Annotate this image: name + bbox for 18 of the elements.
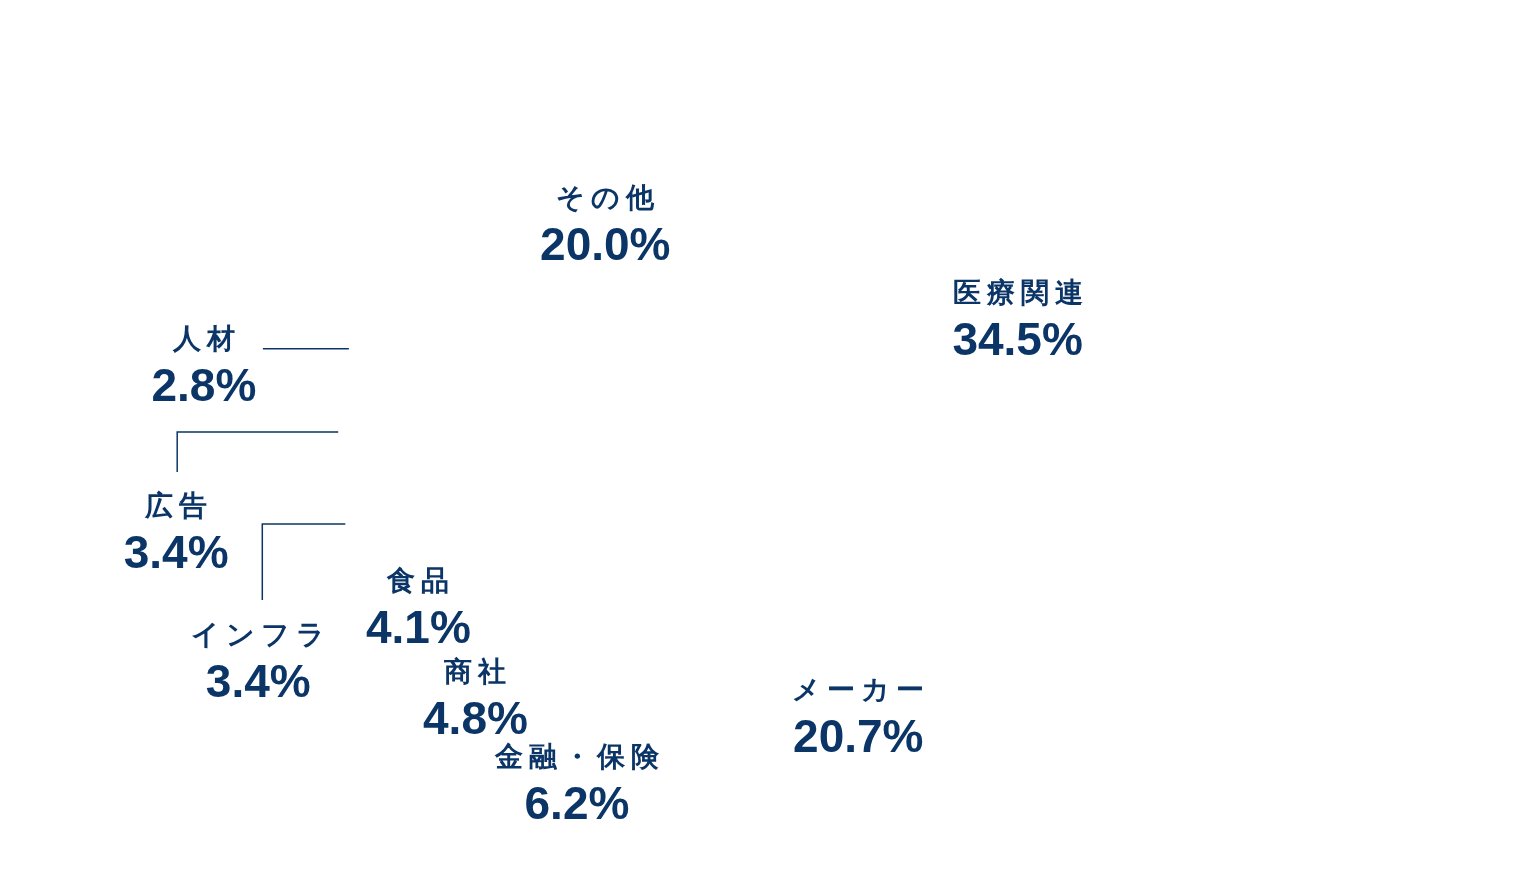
category-label: 広告 [144,490,214,522]
data-label: 34.5% [952,313,1083,366]
data-label: 4.1% [366,600,471,653]
data-label: 4.8% [423,691,528,744]
data-label: 20.0% [540,217,671,270]
data-label: 3.4% [123,526,229,579]
data-label: 20.7% [793,709,924,762]
category-label: インフラ [191,619,332,651]
category-label: 金融・保険 [493,741,665,773]
category-label: 医療関連 [952,277,1089,309]
category-label: メーカー [792,673,931,705]
data-label: 3.4% [205,655,311,708]
data-label: 6.2% [524,777,630,830]
category-label: 人材 [171,322,241,354]
category-label: 商社 [443,655,513,687]
data-label: 2.8% [151,358,257,411]
category-label: 食品 [386,564,456,596]
category-label: その他 [556,181,661,213]
